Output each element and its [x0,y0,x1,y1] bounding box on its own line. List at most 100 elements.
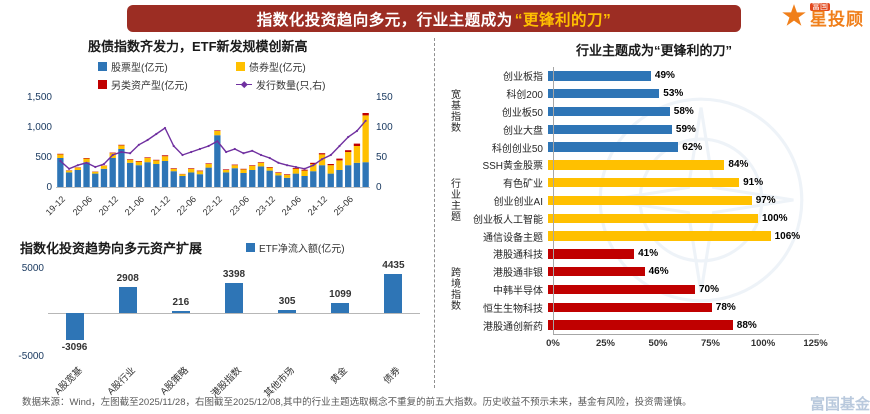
chart1: 1,500 1,000 500 0 150 100 50 0 19-12 20-06 20-12… [16,92,406,226]
bar-value: 91% [743,177,764,189]
bar-label: 创业板50 [501,107,543,119]
x-axis-tick: 100% [750,337,776,349]
bar-row: 创业创业AI 97% [462,192,862,210]
bar-segment [57,154,64,158]
bar-row: 港股通非银 46% [462,263,862,281]
bar-segment [257,162,265,167]
bar-segment [126,159,134,160]
bar-segment [231,165,238,169]
line-marker [94,165,97,169]
bar-value: 62% [682,141,703,153]
bar-segment [214,135,221,188]
bar-segment [74,167,81,170]
line-marker [268,156,271,160]
bar-row: 通信设备主题 106% [462,227,862,245]
line-marker [259,153,263,157]
bar-label: 港股通科技 [493,250,543,262]
y-axis-tick: 500 [35,152,52,163]
bar-label: 恒生生物科技 [483,303,543,315]
bar-value: -3096 [61,342,88,354]
line-marker [242,152,245,155]
y-axis-tick: 50 [376,152,388,163]
bar-segment [65,170,73,173]
logo-brand: 富国 [810,2,830,12]
line-marker [163,126,167,130]
line-marker [251,149,254,152]
left-column: 股债指数齐发力，ETF新发规模创新高 股票型(亿元) 债券型(亿元) 另类资产型(亿… [8,36,432,413]
bar-segment [135,161,143,162]
bar-segment [275,175,282,188]
legend-item: 另类资产型(亿元) [98,77,236,92]
chart2-legend: ETF净流入额(亿元) [246,240,345,255]
y-axis-tick: 1,000 [26,122,52,133]
legend-square-marker [98,62,107,71]
bar-segment [118,149,125,188]
bar-segment [240,168,247,170]
line-marker [233,147,236,151]
x-axis-tick: 75% [700,337,720,349]
bar-segment [240,169,247,173]
footnote: 数据来源：Wind，左图截至2025/11/28，右图截至2025/12/08,… [22,397,692,408]
bar-segment [275,172,282,173]
bar-segment [118,144,125,146]
bar-segment [249,165,256,170]
brand-logo: 富国 星投顾 [781,2,864,30]
chart2-y-axis: 5000 -5000 [12,261,44,411]
bar-segment [362,113,369,116]
bar-row: 创业板人工智能 100% [462,209,862,227]
bar-row: 创业板指 49% [462,67,862,85]
bar [548,142,679,152]
bar [331,303,350,313]
legend-line-marker [236,81,252,88]
line-marker [76,164,79,167]
bar-segment [214,131,221,136]
bar [548,213,758,224]
bar-value: 59% [675,123,696,135]
bar-segment [126,162,134,188]
logo-product: 星投顾 [810,10,864,30]
bar-segment [275,173,282,176]
bar-label: 科创创业50 [491,143,543,155]
bar-value: 58% [673,105,694,117]
bar-segment [249,165,256,166]
banner-title-highlight: “更锋利的刀” [514,11,612,29]
bar-segment [266,167,273,171]
bar-segment [161,156,169,161]
bar-segment [336,170,343,188]
legend-item: 股票型(亿元) [98,59,236,74]
bar-segment [153,160,160,164]
bar-segment [196,170,204,172]
chart2: 5000 -5000 -3096 A股宽基 2908 A股行业 216 A股策略 3398 港股… [18,260,420,413]
bar-segment [310,171,317,188]
bar-row: 港股通科技 41% [462,245,862,263]
bar-segment [170,171,177,188]
chart3-rows: 创业板指 49% 科创200 53% 创业板50 58% 创业大盘 59% 科创创业50 62% [462,67,862,156]
star-icon [782,4,806,26]
bar-segment [196,174,204,188]
vertical-divider [434,38,435,388]
legend-label: 股票型(亿元) [111,63,168,74]
line-marker [347,135,350,139]
bar-value: 53% [663,88,684,100]
bar-value: 49% [654,70,675,82]
bar-segment [170,168,177,169]
bar [548,266,645,277]
bar-segment [83,158,90,163]
bar-label: 创业大盘 [503,125,543,137]
bar-segment [109,152,116,154]
bar-segment [188,172,195,188]
x-axis-tick: 25% [595,337,615,349]
legend-label: 债券型(亿元) [249,63,306,74]
group-label: 宽基指数 [448,89,460,134]
y-axis-tick: 0 [376,182,382,193]
bar-segment [345,150,352,152]
line-marker [355,129,358,133]
bar-row: 港股通创新药 88% [462,316,862,334]
bar-segment [222,169,230,170]
bar [548,88,660,99]
bar-segment [318,153,326,155]
chart3-body: 宽基指数 创业板指 49% 科创200 53% 创业板50 58% 创业大盘 59% 科创创业50… [446,67,862,334]
y-axis-tick: 5000 [21,263,44,274]
bar-value: 97% [755,194,776,206]
